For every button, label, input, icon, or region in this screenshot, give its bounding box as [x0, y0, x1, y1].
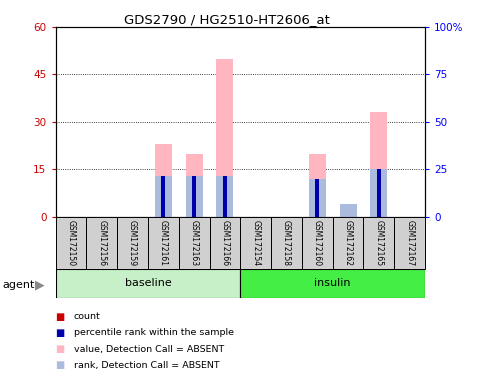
Text: ■: ■	[56, 344, 65, 354]
Text: GSM172166: GSM172166	[220, 220, 229, 266]
Bar	[185, 176, 202, 217]
Bar	[56, 217, 86, 269]
Bar	[216, 59, 233, 217]
Text: GSM172158: GSM172158	[282, 220, 291, 266]
Text: agent: agent	[2, 280, 35, 290]
Text: GSM172156: GSM172156	[97, 220, 106, 266]
Bar	[240, 269, 425, 298]
Text: GSM172162: GSM172162	[343, 220, 353, 266]
Bar	[394, 217, 425, 269]
Bar	[315, 201, 319, 217]
Bar	[210, 217, 240, 269]
Bar	[192, 192, 196, 217]
Text: GSM172165: GSM172165	[374, 220, 384, 266]
Bar	[223, 192, 227, 217]
Bar	[377, 189, 381, 217]
Bar	[161, 176, 165, 217]
Bar	[377, 169, 381, 217]
Bar	[179, 217, 210, 269]
Bar	[148, 217, 179, 269]
Bar	[192, 176, 196, 217]
Bar	[309, 154, 326, 217]
Text: baseline: baseline	[125, 278, 171, 288]
Text: value, Detection Call = ABSENT: value, Detection Call = ABSENT	[74, 344, 224, 354]
Text: ■: ■	[56, 312, 65, 322]
Bar	[340, 204, 356, 217]
Text: GSM172154: GSM172154	[251, 220, 260, 266]
Text: GDS2790 / HG2510-HT2606_at: GDS2790 / HG2510-HT2606_at	[124, 13, 330, 26]
Text: insulin: insulin	[314, 278, 351, 288]
Bar	[340, 204, 356, 217]
Text: rank, Detection Call = ABSENT: rank, Detection Call = ABSENT	[74, 361, 220, 370]
Text: ■: ■	[56, 360, 65, 370]
Bar	[216, 176, 233, 217]
Text: GSM172150: GSM172150	[67, 220, 75, 266]
Text: GSM172161: GSM172161	[159, 220, 168, 266]
Text: GSM172163: GSM172163	[190, 220, 199, 266]
Bar	[155, 144, 172, 217]
Bar	[364, 217, 394, 269]
Bar	[56, 269, 241, 298]
Bar	[271, 217, 302, 269]
Bar	[223, 176, 227, 217]
Bar	[155, 176, 172, 217]
Bar	[370, 169, 387, 217]
Text: ■: ■	[56, 328, 65, 338]
Text: GSM172159: GSM172159	[128, 220, 137, 266]
Bar	[161, 192, 165, 217]
Text: count: count	[74, 312, 100, 321]
Bar	[185, 154, 202, 217]
Bar	[309, 179, 326, 217]
Text: percentile rank within the sample: percentile rank within the sample	[74, 328, 234, 338]
Bar	[333, 217, 364, 269]
Bar	[240, 217, 271, 269]
Bar	[315, 179, 319, 217]
Bar	[370, 113, 387, 217]
Text: GSM172167: GSM172167	[405, 220, 414, 266]
Bar	[302, 217, 333, 269]
Bar	[117, 217, 148, 269]
Text: GSM172160: GSM172160	[313, 220, 322, 266]
Bar	[86, 217, 117, 269]
Text: ▶: ▶	[35, 279, 44, 292]
